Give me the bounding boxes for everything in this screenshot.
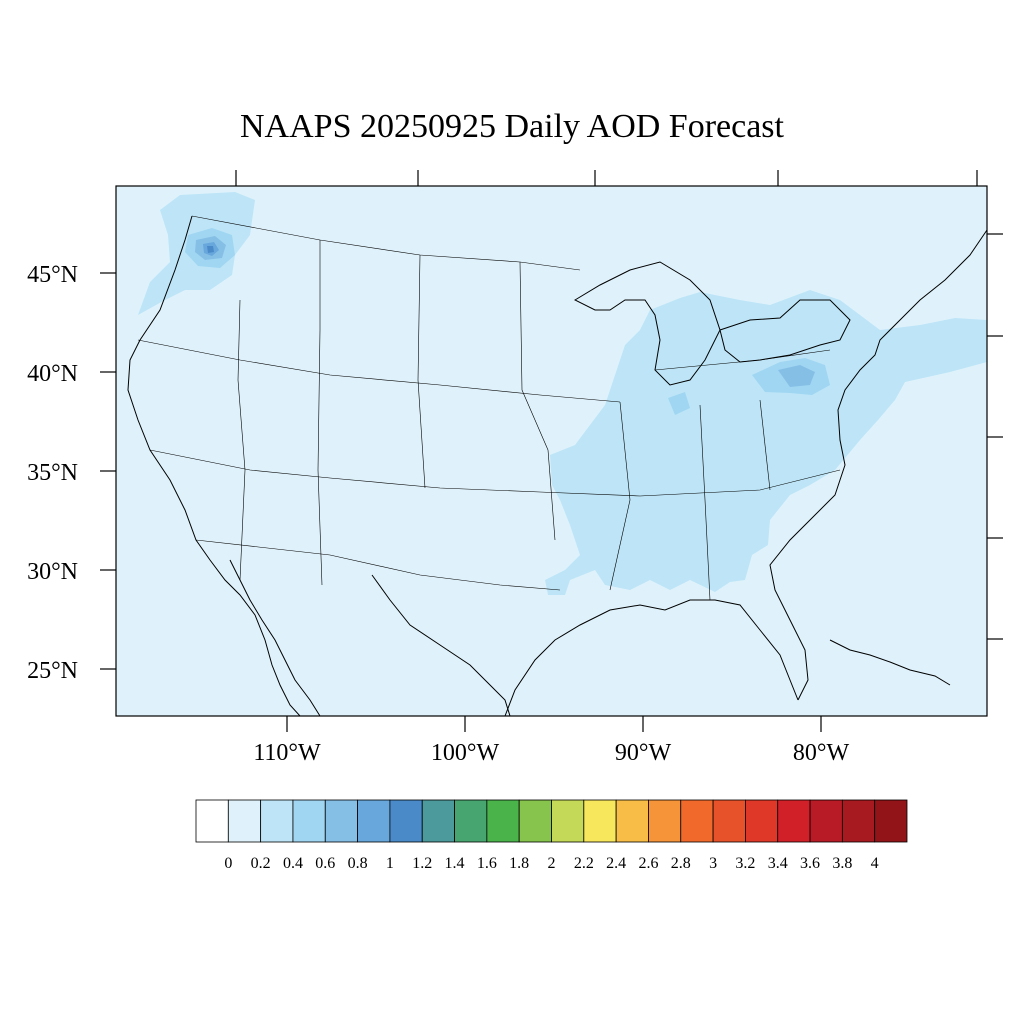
state-borders bbox=[137, 215, 841, 601]
colorbar-box-8 bbox=[454, 799, 488, 843]
colorbar-label-17: 3.4 bbox=[768, 855, 788, 872]
colorbar-box-11 bbox=[551, 799, 585, 843]
colorbar-box-20 bbox=[841, 799, 876, 843]
colorbar-box-19 bbox=[809, 799, 843, 843]
colorbar-box-5 bbox=[357, 799, 391, 843]
colorbar bbox=[195, 799, 908, 843]
lon-label-100: 100°W bbox=[431, 740, 500, 766]
colorbar-label-0: 0 bbox=[224, 855, 232, 872]
lat-label-25: 25°N bbox=[27, 658, 78, 684]
colorbar-box-12 bbox=[583, 799, 617, 843]
colorbar-box-3 bbox=[292, 799, 326, 843]
colorbar-label-13: 2.6 bbox=[638, 855, 658, 872]
aod-shading-core bbox=[207, 246, 214, 253]
colorbar-label-11: 2.2 bbox=[574, 855, 594, 872]
colorbar-box-17 bbox=[745, 799, 779, 843]
colorbar-box-14 bbox=[648, 799, 682, 843]
colorbar-label-19: 3.8 bbox=[832, 855, 852, 872]
colorbar-box-9 bbox=[486, 799, 520, 843]
map-frame bbox=[115, 185, 988, 717]
aod-shading-high bbox=[195, 236, 815, 387]
colorbar-label-12: 2.4 bbox=[606, 855, 626, 872]
colorbar-box-21 bbox=[874, 799, 908, 843]
lat-label-30: 30°N bbox=[27, 559, 78, 585]
colorbar-label-16: 3.2 bbox=[735, 855, 755, 872]
colorbar-box-6 bbox=[389, 799, 423, 843]
colorbar-label-8: 1.6 bbox=[477, 855, 497, 872]
page-title: NAAPS 20250925 Daily AOD Forecast bbox=[240, 108, 784, 145]
tick-marks bbox=[100, 170, 1003, 732]
colorbar-label-5: 1 bbox=[386, 855, 394, 872]
colorbar-box-15 bbox=[680, 799, 714, 843]
colorbar-label-2: 0.4 bbox=[283, 855, 303, 872]
colorbar-box-4 bbox=[324, 799, 358, 843]
colorbar-label-18: 3.6 bbox=[800, 855, 820, 872]
lon-label-110: 110°W bbox=[253, 740, 321, 766]
colorbar-box-10 bbox=[518, 799, 552, 843]
coastline bbox=[127, 215, 987, 716]
colorbar-label-10: 2 bbox=[548, 855, 556, 872]
lat-label-35: 35°N bbox=[27, 460, 78, 486]
colorbar-box-1 bbox=[227, 799, 262, 843]
colorbar-label-6: 1.2 bbox=[412, 855, 432, 872]
colorbar-label-7: 1.4 bbox=[445, 855, 465, 872]
colorbar-box-2 bbox=[260, 799, 294, 843]
lat-label-45: 45°N bbox=[27, 262, 78, 288]
lon-label-90: 90°W bbox=[615, 740, 672, 766]
map-background bbox=[116, 186, 987, 716]
colorbar-box-13 bbox=[615, 799, 649, 843]
colorbar-label-4: 0.8 bbox=[348, 855, 368, 872]
colorbar-label-15: 3 bbox=[709, 855, 717, 872]
colorbar-label-20: 4 bbox=[871, 855, 879, 872]
colorbar-label-14: 2.8 bbox=[671, 855, 691, 872]
lat-labels: 45°N 40°N 35°N 30°N 25°N bbox=[27, 262, 78, 684]
lat-label-40: 40°N bbox=[27, 361, 78, 387]
colorbar-label-3: 0.6 bbox=[315, 855, 335, 872]
colorbar-box-18 bbox=[777, 799, 811, 843]
colorbar-box-7 bbox=[421, 799, 455, 843]
colorbar-label-1: 0.2 bbox=[251, 855, 271, 872]
colorbar-label-9: 1.8 bbox=[509, 855, 529, 872]
colorbar-box-16 bbox=[712, 799, 746, 843]
colorbar-box-0 bbox=[195, 799, 229, 843]
colorbar-labels: 0 0.2 0.4 0.6 0.8 1 1.2 1.4 1.6 1.8 2 2.2 2.4 2.6 2.8 3… bbox=[224, 855, 878, 872]
lon-label-80: 80°W bbox=[793, 740, 850, 766]
lon-labels: 110°W 100°W 90°W 80°W bbox=[253, 740, 849, 766]
